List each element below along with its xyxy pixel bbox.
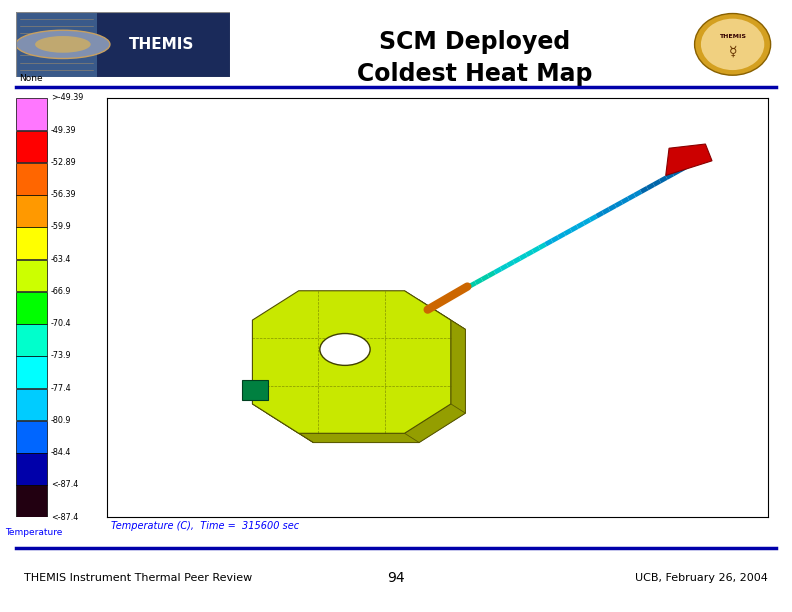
Text: <-87.4: <-87.4 <box>51 480 78 490</box>
Text: Temperature: Temperature <box>6 528 63 537</box>
Text: <-87.4: <-87.4 <box>51 513 78 521</box>
Text: THEMIS: THEMIS <box>719 34 746 39</box>
Polygon shape <box>253 320 267 413</box>
Bar <box>16 389 47 420</box>
Text: SCM Deployed: SCM Deployed <box>379 30 570 54</box>
Bar <box>97 12 230 76</box>
Bar <box>16 485 47 517</box>
FancyBboxPatch shape <box>242 379 268 400</box>
Text: -52.89: -52.89 <box>51 158 77 167</box>
Bar <box>16 99 47 130</box>
Text: -84.4: -84.4 <box>51 448 71 457</box>
Bar <box>16 130 47 162</box>
Polygon shape <box>666 144 712 176</box>
Circle shape <box>16 30 110 59</box>
Polygon shape <box>253 291 451 433</box>
Polygon shape <box>405 404 466 442</box>
Polygon shape <box>267 300 466 442</box>
Bar <box>16 421 47 453</box>
Text: -70.4: -70.4 <box>51 319 71 328</box>
Text: THEMIS: THEMIS <box>128 37 194 52</box>
Polygon shape <box>405 291 466 329</box>
Text: Temperature (C),  Time =  315600 sec: Temperature (C), Time = 315600 sec <box>111 521 299 531</box>
Text: -49.39: -49.39 <box>51 125 77 135</box>
Text: -73.9: -73.9 <box>51 351 71 360</box>
Text: -77.4: -77.4 <box>51 384 71 393</box>
Polygon shape <box>299 433 419 442</box>
Text: -63.4: -63.4 <box>51 255 71 264</box>
Text: ☿: ☿ <box>729 45 737 59</box>
Circle shape <box>320 334 370 365</box>
Circle shape <box>701 19 764 70</box>
Polygon shape <box>253 404 314 442</box>
Bar <box>16 324 47 356</box>
Text: UCB, February 26, 2004: UCB, February 26, 2004 <box>635 573 768 583</box>
Text: -59.9: -59.9 <box>51 222 71 231</box>
Text: Coldest Heat Map: Coldest Heat Map <box>357 62 592 86</box>
Bar <box>16 227 47 259</box>
Text: -66.9: -66.9 <box>51 287 71 296</box>
Bar <box>16 292 47 324</box>
Circle shape <box>695 13 771 75</box>
Bar <box>16 356 47 388</box>
Text: THEMIS Instrument Thermal Peer Review: THEMIS Instrument Thermal Peer Review <box>24 573 252 583</box>
Text: >-49.39: >-49.39 <box>51 94 83 102</box>
Bar <box>16 195 47 227</box>
Polygon shape <box>451 320 466 413</box>
Text: -80.9: -80.9 <box>51 416 71 425</box>
Bar <box>16 453 47 485</box>
Text: None: None <box>20 74 43 83</box>
Text: 94: 94 <box>387 572 405 585</box>
Circle shape <box>35 36 91 53</box>
Bar <box>16 259 47 291</box>
Bar <box>16 163 47 195</box>
Text: -56.39: -56.39 <box>51 190 77 199</box>
